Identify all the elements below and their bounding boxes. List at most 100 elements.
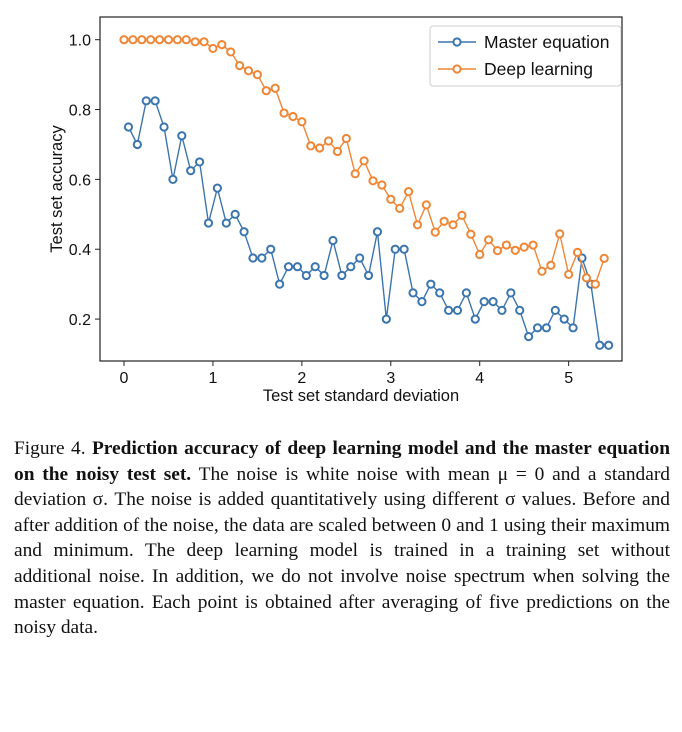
deep-learning-point: [412, 220, 423, 230]
master-equation-point: [550, 305, 560, 315]
master-equation-point: [470, 314, 480, 324]
deep-learning-point: [475, 249, 485, 260]
master-equation-legend-label: Master equation: [484, 32, 610, 52]
y-axis-label: Test set accuracy: [48, 125, 66, 253]
deep-learning-point: [572, 247, 583, 257]
deep-learning-point: [226, 47, 236, 57]
deep-learning-point: [270, 83, 280, 93]
deep-learning-point: [306, 141, 316, 151]
master-equation-point: [319, 270, 329, 281]
deep-learning-point: [137, 35, 147, 45]
x-tick-label: 0: [120, 370, 129, 387]
deep-learning-legend-marker: [452, 64, 462, 74]
deep-learning-point: [359, 156, 369, 166]
master-equation-point: [230, 209, 240, 219]
deep-learning-point: [377, 180, 387, 190]
deep-learning-point: [332, 146, 343, 157]
master-equation-point: [283, 262, 294, 272]
deep-learning-point: [252, 70, 263, 80]
master-equation-point: [355, 253, 365, 263]
master-equation-point: [337, 270, 347, 281]
deep-learning-point: [555, 229, 565, 239]
master-equation-point: [168, 174, 178, 184]
master-equation-point: [194, 157, 205, 167]
deep-learning-point: [315, 143, 325, 153]
master-equation-point: [275, 279, 285, 289]
deep-learning-point: [119, 35, 129, 45]
deep-learning-point: [501, 240, 511, 250]
deep-learning-point: [439, 216, 449, 226]
legend: Master equation Deep learning: [429, 25, 622, 87]
deep-learning-point: [235, 60, 245, 71]
master-equation-point: [452, 305, 463, 315]
deep-learning-legend-label: Deep learning: [484, 59, 593, 79]
master-equation-point: [132, 139, 142, 150]
deep-learning-point: [279, 108, 289, 118]
master-equation-point: [346, 262, 356, 272]
deep-learning-point: [448, 220, 458, 230]
deep-learning-point: [403, 187, 414, 197]
master-equation-point: [257, 253, 267, 263]
deep-learning-point: [146, 35, 156, 45]
deep-learning-point: [341, 133, 351, 144]
master-equation-point: [328, 235, 338, 246]
deep-learning-point: [519, 242, 529, 252]
master-equation-point: [203, 218, 214, 228]
deep-learning-point: [350, 169, 360, 179]
deep-learning-point: [484, 235, 494, 245]
y-tick-label: 0.2: [69, 312, 91, 329]
master-equation-point: [461, 288, 471, 298]
master-equation-point: [141, 96, 151, 106]
deep-learning-point: [128, 35, 138, 45]
deep-learning-point: [395, 203, 405, 213]
master-equation-point: [488, 297, 498, 307]
master-equation-point: [568, 323, 578, 333]
master-equation-point: [381, 314, 391, 324]
deep-learning-point: [430, 227, 440, 237]
master-equation-point: [408, 288, 418, 298]
deep-learning-point: [163, 35, 174, 45]
deep-learning-point: [181, 35, 191, 45]
deep-learning-point: [323, 136, 334, 146]
caption-title: Prediction accuracy of deep learning mod…: [14, 438, 670, 485]
y-tick-label: 0.8: [69, 103, 91, 120]
master-equation-point: [363, 270, 374, 281]
y-tick-label: 0.4: [69, 242, 91, 259]
caption-label: Figure 4.: [14, 438, 86, 459]
deep-learning-point: [261, 86, 271, 96]
master-equation-point: [292, 262, 303, 272]
master-equation-point: [372, 227, 383, 237]
master-equation-point: [123, 122, 134, 132]
master-equation-point: [506, 288, 516, 298]
accuracy-chart: 0 1 2 3 4 5 0.2 0.4 0.6 0.8 1.0 Test set standard …: [48, 16, 623, 405]
deep-learning-point: [386, 194, 396, 204]
master-equation-point: [159, 122, 169, 132]
master-equation-point: [221, 218, 231, 228]
deep-learning-point: [368, 176, 378, 186]
caption-body: The noise is white noise with mean μ = 0…: [14, 463, 670, 639]
master-equation-point: [266, 244, 276, 254]
master-equation-point: [417, 297, 427, 307]
master-equation-point: [479, 297, 489, 307]
master-equation-point: [541, 323, 552, 333]
master-equation-point: [177, 131, 187, 141]
deep-learning-point: [546, 260, 556, 270]
deep-learning-point: [528, 240, 538, 250]
master-equation-point: [443, 305, 454, 315]
master-equation-point: [150, 96, 160, 106]
deep-learning-point: [457, 210, 467, 220]
deep-learning-point: [217, 39, 227, 50]
master-equation-point: [604, 340, 614, 350]
master-equation-point: [310, 262, 320, 272]
deep-learning-point: [581, 273, 592, 283]
deep-learning-point: [421, 200, 431, 210]
deep-learning-point: [590, 279, 600, 289]
deep-learning-point: [537, 266, 547, 276]
figure-caption: Figure 4. Prediction accuracy of deep le…: [14, 436, 670, 641]
deep-learning-point: [297, 117, 307, 127]
master-equation-point: [595, 340, 605, 350]
master-equation-point: [497, 305, 507, 315]
deep-learning-point: [208, 43, 218, 54]
y-tick-label: 0.6: [69, 172, 91, 189]
master-equation-point: [186, 166, 196, 176]
